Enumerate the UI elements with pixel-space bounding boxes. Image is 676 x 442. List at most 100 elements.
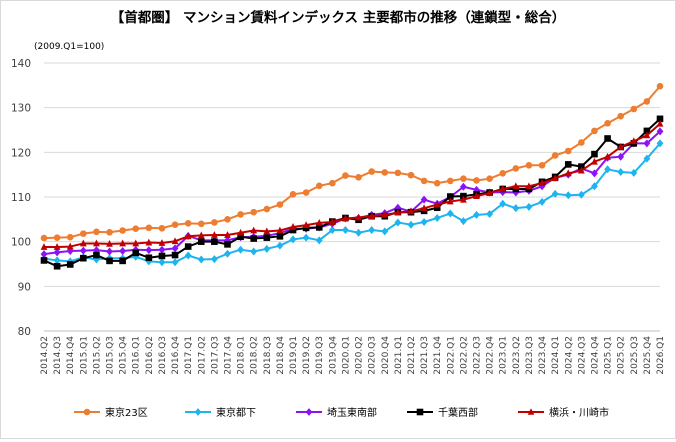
data-point: [538, 197, 546, 206]
data-point: [184, 243, 192, 250]
data-point: [446, 177, 454, 185]
data-point: [132, 249, 140, 257]
data-point: [66, 233, 74, 241]
data-point: [643, 98, 651, 105]
data-point: [630, 168, 638, 177]
x-tick-label: 2024.Q1: [551, 336, 561, 375]
x-tick-label: 2015.Q1: [79, 336, 89, 375]
x-tick-label: 2014.Q2: [40, 336, 50, 375]
x-tick-label: 2016.Q4: [171, 336, 181, 375]
data-point: [551, 174, 559, 182]
data-point: [499, 199, 507, 208]
data-point: [66, 242, 74, 250]
data-point: [276, 226, 284, 234]
x-tick-label: 2018.Q4: [276, 336, 286, 375]
data-point: [460, 217, 467, 226]
data-point: [289, 235, 297, 244]
data-point: [433, 204, 441, 212]
x-tick-label: 2020.Q3: [368, 336, 378, 375]
x-tick-label: 2020.Q4: [381, 336, 391, 375]
x-tick-label: 2022.Q1: [446, 336, 456, 375]
legend-marker: [194, 408, 202, 416]
data-point: [617, 167, 625, 176]
x-tick-label: 2025.Q4: [643, 336, 653, 375]
data-point: [263, 227, 271, 235]
legend-label: 千葉西部: [438, 406, 478, 419]
data-point: [564, 191, 572, 200]
data-point: [315, 224, 323, 231]
data-point: [66, 261, 74, 268]
data-point: [237, 233, 244, 241]
data-point: [119, 257, 126, 265]
series-東京都下: [40, 139, 664, 267]
data-point: [289, 226, 297, 234]
data-point: [420, 177, 428, 185]
data-point: [119, 227, 126, 234]
data-point: [119, 239, 127, 247]
x-tick-label: 2018.Q3: [263, 336, 273, 375]
data-point: [250, 247, 258, 256]
data-point: [604, 165, 611, 174]
data-point: [171, 258, 179, 267]
data-point: [93, 251, 100, 259]
x-tick-label: 2024.Q2: [564, 336, 574, 375]
x-tick-label: 2023.Q3: [525, 336, 535, 375]
data-point: [106, 257, 113, 265]
data-point: [250, 235, 258, 242]
data-point: [604, 120, 611, 127]
x-tick-label: 2021.Q2: [407, 336, 417, 375]
data-point: [250, 226, 258, 234]
data-point: [604, 135, 611, 142]
data-point: [40, 250, 48, 259]
data-point: [656, 119, 664, 127]
data-point: [106, 240, 113, 247]
data-point: [407, 220, 415, 229]
legend-item: 東京都下: [185, 406, 256, 419]
x-tick-label: 2017.Q1: [184, 336, 194, 375]
data-point: [106, 228, 113, 236]
data-point: [578, 139, 585, 146]
x-tick-label: 2025.Q1: [604, 336, 614, 375]
data-point: [328, 218, 336, 225]
data-point: [499, 185, 507, 192]
data-point: [263, 234, 271, 241]
data-point: [460, 182, 467, 191]
data-point: [538, 161, 546, 169]
x-tick-label: 2016.Q1: [132, 336, 142, 375]
y-tick-label: 100: [11, 237, 31, 249]
x-axis-ticks: 2014.Q2 2014.Q3 2014.Q4 2015.Q1 2015.Q2 2015.…: [40, 336, 666, 375]
x-tick-label: 2016.Q2: [145, 336, 155, 375]
legend: 東京23区 東京都下 埼玉東南部 千葉西部 横浜・川崎市: [74, 406, 609, 419]
data-point: [158, 245, 166, 254]
data-point: [473, 177, 480, 184]
data-point: [237, 245, 244, 254]
data-point: [119, 247, 127, 256]
data-point: [617, 152, 625, 161]
data-point: [315, 219, 323, 226]
data-point: [355, 213, 362, 221]
data-point: [643, 131, 651, 139]
data-point: [237, 211, 244, 218]
data-point: [420, 195, 428, 204]
data-point: [551, 189, 559, 198]
data-point: [276, 233, 284, 240]
data-point: [224, 241, 231, 248]
x-tick-label: 2015.Q3: [106, 336, 116, 375]
data-point: [460, 195, 467, 203]
data-point: [263, 244, 271, 253]
data-point: [342, 214, 349, 222]
data-point: [473, 192, 480, 200]
data-point: [145, 224, 153, 232]
data-point: [237, 228, 244, 236]
x-tick-label: 2019.Q4: [328, 336, 338, 375]
data-point: [656, 139, 664, 148]
data-point: [302, 189, 310, 196]
data-point: [591, 182, 598, 191]
x-tick-label: 2019.Q3: [315, 336, 325, 375]
data-point: [145, 238, 153, 246]
data-point: [486, 189, 494, 196]
x-tick-label: 2018.Q1: [237, 336, 247, 375]
data-point: [617, 112, 624, 120]
data-point: [329, 179, 336, 187]
